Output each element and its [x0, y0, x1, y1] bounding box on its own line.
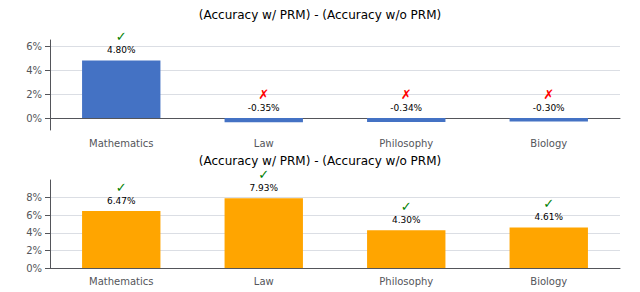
svg-text:✓: ✓	[401, 199, 412, 214]
svg-text:8%: 8%	[26, 192, 42, 203]
svg-text:6.47%: 6.47%	[107, 196, 136, 206]
svg-text:4.80%: 4.80%	[107, 45, 136, 55]
svg-text:2%: 2%	[26, 89, 42, 100]
svg-text:4%: 4%	[26, 65, 42, 76]
svg-text:6%: 6%	[26, 41, 42, 52]
svg-text:✓: ✓	[116, 29, 127, 44]
svg-text:✓: ✓	[258, 167, 269, 182]
svg-text:4.30%: 4.30%	[392, 215, 421, 225]
svg-text:✗: ✗	[401, 87, 412, 102]
svg-text:✗: ✗	[258, 87, 269, 102]
svg-text:Philosophy: Philosophy	[379, 276, 433, 287]
svg-text:7.93%: 7.93%	[249, 183, 278, 193]
svg-text:-0.34%: -0.34%	[390, 103, 422, 113]
svg-text:4.61%: 4.61%	[534, 212, 563, 222]
svg-text:✓: ✓	[543, 196, 554, 211]
svg-text:Law: Law	[254, 138, 274, 149]
svg-text:Mathematics: Mathematics	[89, 276, 153, 287]
svg-text:-0.30%: -0.30%	[533, 103, 565, 113]
svg-text:✗: ✗	[543, 87, 554, 102]
svg-text:✓: ✓	[116, 180, 127, 195]
svg-text:Philosophy: Philosophy	[379, 138, 433, 149]
svg-text:(Accuracy w/ PRM) - (Accuracy: (Accuracy w/ PRM) - (Accuracy w/o PRM)	[199, 8, 441, 22]
svg-text:0%: 0%	[26, 263, 42, 274]
svg-text:Biology: Biology	[530, 276, 567, 287]
svg-text:-0.35%: -0.35%	[248, 103, 280, 113]
svg-text:Mathematics: Mathematics	[89, 138, 153, 149]
svg-text:Law: Law	[254, 276, 274, 287]
svg-text:6%: 6%	[26, 210, 42, 221]
svg-text:0%: 0%	[26, 113, 42, 124]
svg-text:Biology: Biology	[530, 138, 567, 149]
svg-text:2%: 2%	[26, 245, 42, 256]
svg-text:4%: 4%	[26, 227, 42, 238]
svg-text:(Accuracy w/ PRM) - (Accuracy: (Accuracy w/ PRM) - (Accuracy w/o PRM)	[199, 154, 441, 168]
